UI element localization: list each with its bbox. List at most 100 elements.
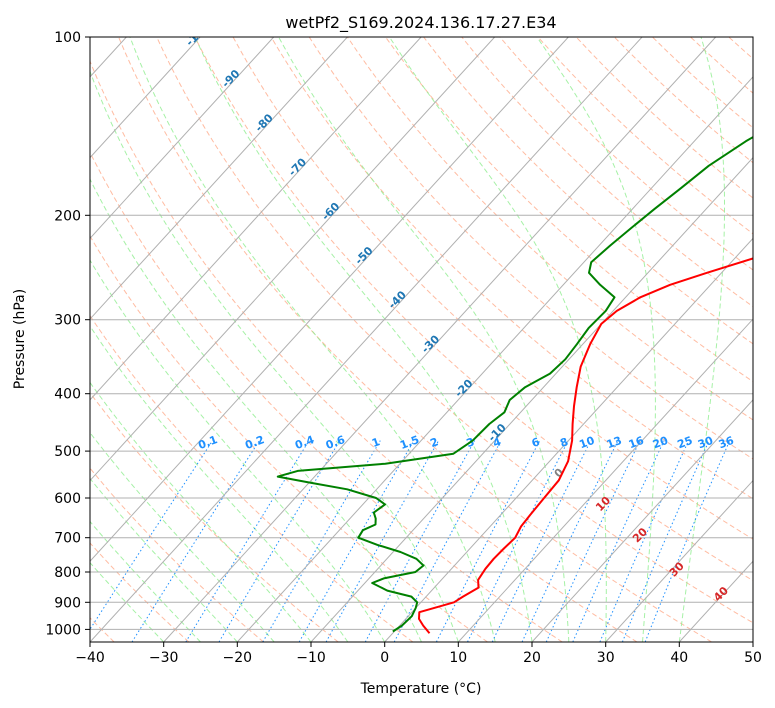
mixing-ratio-line xyxy=(491,440,592,642)
mixing-ratio-line xyxy=(599,440,690,642)
dry-adiabat xyxy=(156,37,753,624)
moist-adiabat xyxy=(678,37,725,642)
mixing-ratio-line xyxy=(572,440,665,642)
x-axis-ticks: −40 −30 −20 −10 0 10 20 30 40 50 xyxy=(75,642,762,666)
isotherm-line xyxy=(678,560,753,642)
isotherm-line xyxy=(90,37,643,642)
mixing-ratio-label: 1 xyxy=(370,435,382,450)
mixing-ratio-label: 0.2 xyxy=(243,433,266,452)
mixing-ratio-label: 25 xyxy=(676,434,695,451)
moist-adiabat xyxy=(129,37,496,642)
mixing-ratio-label: 1.5 xyxy=(398,433,421,452)
moist-adiabat xyxy=(90,178,422,642)
isotherm-label: -60 xyxy=(319,200,342,223)
dry-adiabat xyxy=(461,37,753,308)
profile-series xyxy=(276,135,753,634)
y-tick-label: 800 xyxy=(54,565,81,581)
theta-e-label: 20 xyxy=(630,525,650,545)
y-tick-label: 100 xyxy=(54,30,81,46)
isotherm-line xyxy=(90,37,275,240)
x-axis-label: Temperature (°C) xyxy=(360,681,482,697)
isotherm-line xyxy=(310,156,753,642)
mixing-ratio-line xyxy=(467,440,569,642)
mixing-ratio-line xyxy=(644,440,731,642)
x-tick-label: 40 xyxy=(670,650,688,666)
theta-e-label: 40 xyxy=(711,584,731,604)
moist-adiabat xyxy=(90,259,386,642)
isotherm-line xyxy=(236,76,753,642)
moist-adiabat xyxy=(90,325,349,642)
isotherm-gridlines xyxy=(90,37,753,642)
isobar-gridlines xyxy=(90,37,753,630)
isotherm-line xyxy=(90,37,201,159)
dry-adiabat xyxy=(90,542,190,642)
x-tick-label: −20 xyxy=(223,650,253,666)
isotherm-label: -100 xyxy=(183,20,212,49)
isotherm-label: -80 xyxy=(253,111,276,134)
dry-adiabat xyxy=(90,467,264,642)
isotherm-label: -20 xyxy=(452,377,475,400)
plot-frame xyxy=(89,36,754,643)
x-tick-label: −30 xyxy=(149,650,179,666)
moist-adiabat xyxy=(90,477,238,642)
mixing-ratio-label: 36 xyxy=(717,434,736,452)
chart-title: wetPf2_S169.2024.136.17.27.E34 xyxy=(285,13,556,33)
dewpoint-profile xyxy=(276,135,753,633)
dry-adiabat xyxy=(613,37,753,164)
y-axis-ticks: 100 200 300 400 500 600 700 800 900 1000 xyxy=(45,30,90,638)
dry-adiabat xyxy=(90,59,638,642)
mixing-ratio-line xyxy=(262,440,381,642)
mixing-ratio-label: 20 xyxy=(651,434,670,452)
isotherm-line xyxy=(531,399,753,642)
y-tick-label: 600 xyxy=(54,491,81,507)
mixing-ratio-line xyxy=(298,440,415,642)
mixing-ratio-label: 0.1 xyxy=(197,433,220,452)
x-tick-label: −40 xyxy=(75,650,105,666)
mixing-ratio-label: 0.6 xyxy=(324,433,347,452)
mixing-ratio-line xyxy=(435,440,541,642)
y-tick-label: 1000 xyxy=(45,622,81,638)
y-tick-label: 700 xyxy=(54,531,81,547)
dry-adiabat xyxy=(90,391,339,642)
moist-adiabat xyxy=(536,37,656,642)
x-tick-label: 30 xyxy=(597,650,615,666)
isotherm-label: -70 xyxy=(286,155,309,178)
dry-adiabat xyxy=(90,314,414,642)
isotherm-line xyxy=(384,237,753,642)
mixing-ratio-label: 4 xyxy=(491,435,503,450)
moist-adiabat xyxy=(90,431,275,642)
mixing-ratio-label: 2 xyxy=(428,435,440,450)
isotherm-line xyxy=(90,37,496,482)
mixing-ratio-label: 10 xyxy=(577,434,596,452)
mixing-ratio-line xyxy=(521,440,619,642)
dry-adiabat xyxy=(90,151,563,642)
mixing-ratio-line xyxy=(393,440,502,642)
mixing-ratio-line xyxy=(218,440,341,642)
isotherm-label: -50 xyxy=(352,244,375,267)
mixing-ratio-label: 30 xyxy=(696,434,715,452)
mixing-ratio-label: 6 xyxy=(530,435,542,450)
mixing-ratio-line xyxy=(325,440,440,642)
y-tick-label: 300 xyxy=(54,313,81,329)
y-tick-label: 400 xyxy=(54,387,81,403)
dry-adiabat xyxy=(728,37,753,60)
dry-adiabat xyxy=(270,37,753,500)
isotherm-label: -90 xyxy=(219,67,242,90)
x-tick-label: −10 xyxy=(296,650,326,666)
dry-adiabat xyxy=(537,37,753,235)
mixing-ratio-line xyxy=(131,440,260,642)
isotherm-line xyxy=(90,37,422,401)
dry-adiabat xyxy=(652,37,753,129)
x-tick-label: 0 xyxy=(380,650,389,666)
line-labels: 0.1 0.2 0.4 0.6 1 1.5 2 3 4 6 8 10 13 16 20 25 30 36-100-… xyxy=(183,20,736,604)
mixing-ratio-label: 13 xyxy=(605,434,624,451)
mixing-ratio-label: 16 xyxy=(627,434,646,452)
moist-adiabat xyxy=(278,37,570,642)
y-tick-label: 500 xyxy=(54,444,81,460)
isotherm-line xyxy=(90,37,569,562)
moist-adiabat xyxy=(388,37,607,642)
dry-adiabat xyxy=(346,37,753,421)
dry-adiabat xyxy=(194,37,753,582)
moist-adiabat xyxy=(194,37,533,642)
